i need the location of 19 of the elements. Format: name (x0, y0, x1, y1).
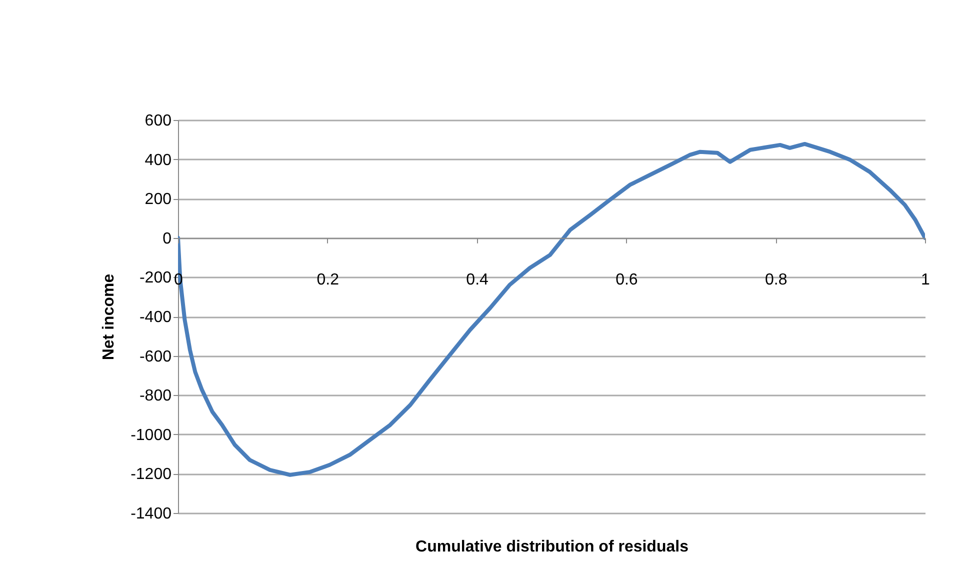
y-tick-label: -800 (139, 388, 172, 405)
x-tick-label: 0.6 (616, 271, 638, 288)
y-tick-label: -1000 (130, 426, 172, 444)
x-tick-label: 0.2 (316, 271, 340, 288)
x-tick-label: 0 (174, 271, 184, 288)
y-tick-label: -1200 (130, 466, 172, 484)
x-tick-label: 0.8 (764, 271, 788, 288)
y-tick-label: -600 (139, 348, 172, 366)
x-axis-title: Cumulative distribution of residuals (416, 538, 689, 556)
x-tick-label: 0.4 (466, 271, 489, 288)
x-tick-label: 1 (921, 271, 930, 288)
y-tick-label: 400 (144, 152, 172, 169)
y-tick-label: -1400 (130, 506, 172, 522)
y-tick-label: 0 (162, 230, 172, 248)
y-tick-label: -400 (139, 309, 172, 326)
y-axis-title: Net income (100, 274, 118, 360)
y-tick-label: -200 (139, 270, 172, 287)
y-tick-label: 200 (144, 191, 172, 208)
y-tick-label: 600 (144, 112, 172, 130)
